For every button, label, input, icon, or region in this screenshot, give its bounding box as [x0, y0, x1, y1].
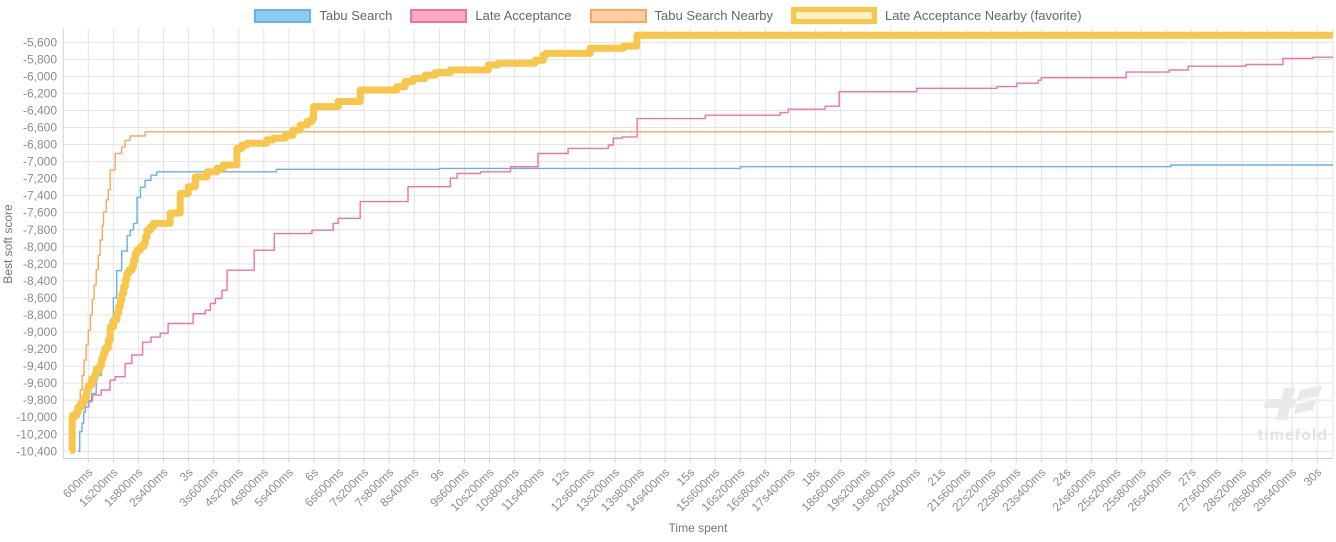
- x-tick-label: 9s: [428, 465, 447, 484]
- x-tick-label: 6s: [302, 465, 321, 484]
- series-line-late-acceptance: [71, 56, 1333, 448]
- legend-swatch: [254, 8, 312, 23]
- tick-labels: -5,600 -5,800 -6,000 -6,200 -6,400 -6,600 -6,8…: [16, 35, 1324, 514]
- y-tick-label: -7,800: [23, 223, 57, 237]
- series-line-tabu-search: [78, 164, 1333, 452]
- legend-label: Late Acceptance: [475, 8, 572, 23]
- y-tick-label: -7,000: [23, 155, 57, 169]
- legend-swatch: [589, 8, 647, 23]
- y-tick-label: -9,400: [23, 359, 57, 373]
- legend-label: Tabu Search Nearby: [654, 8, 774, 23]
- y-tick-label: -7,200: [23, 172, 57, 186]
- y-tick-label: -6,600: [23, 121, 57, 135]
- y-tick-label: -6,200: [23, 86, 57, 100]
- series-line-late-acceptance-nearby-favorite: [68, 31, 1333, 454]
- y-tick-label: -10,400: [16, 444, 57, 458]
- legend-swatch: [410, 8, 468, 23]
- legend-label: Late Acceptance Nearby (favorite): [885, 8, 1082, 23]
- y-tick-label: -6,400: [23, 103, 57, 117]
- timefold-watermark: timefold: [1258, 386, 1328, 444]
- axes: [62, 28, 1333, 459]
- y-tick-label: -6,000: [23, 69, 57, 83]
- legend-item-tabu-search-nearby[interactable]: Tabu Search Nearby: [589, 8, 774, 23]
- y-tick-label: -8,600: [23, 291, 57, 305]
- x-tick-label: 3s: [177, 465, 196, 484]
- y-tick-label: -5,600: [23, 35, 57, 49]
- legend-item-late-acceptance[interactable]: Late Acceptance: [410, 8, 572, 23]
- x-tick-label: 30s: [1301, 465, 1325, 489]
- watermark-text: timefold: [1258, 427, 1328, 444]
- timefold-logo-icon: [1264, 386, 1322, 420]
- legend-label: Tabu Search: [319, 8, 393, 23]
- chart-legend: Tabu Search Late Acceptance Tabu Search Ne…: [0, 7, 1336, 24]
- y-tick-label: -9,000: [23, 325, 57, 339]
- y-tick-label: -8,800: [23, 308, 57, 322]
- y-axis-title: Best soft score: [1, 204, 15, 284]
- series-lines: [68, 31, 1333, 454]
- y-tick-label: -5,800: [23, 52, 57, 66]
- y-tick-label: -8,200: [23, 257, 57, 271]
- legend-item-late-acceptance-nearby-favorite[interactable]: Late Acceptance Nearby (favorite): [791, 7, 1082, 24]
- y-tick-label: -10,200: [16, 427, 57, 441]
- y-tick-label: -7,400: [23, 189, 57, 203]
- series-line-tabu-search-nearby: [70, 131, 1333, 452]
- y-tick-label: -6,800: [23, 138, 57, 152]
- y-tick-label: -9,600: [23, 376, 57, 390]
- gridlines: [63, 28, 1334, 463]
- y-tick-label: -8,400: [23, 274, 57, 288]
- y-tick-label: -7,600: [23, 206, 57, 220]
- y-tick-label: -9,200: [23, 342, 57, 356]
- y-tick-label: -9,800: [23, 393, 57, 407]
- legend-item-tabu-search[interactable]: Tabu Search: [254, 8, 392, 23]
- x-axis-title: Time spent: [669, 521, 729, 535]
- legend-swatch: [791, 7, 878, 24]
- y-tick-label: -8,000: [23, 240, 57, 254]
- y-tick-label: -10,000: [16, 410, 57, 424]
